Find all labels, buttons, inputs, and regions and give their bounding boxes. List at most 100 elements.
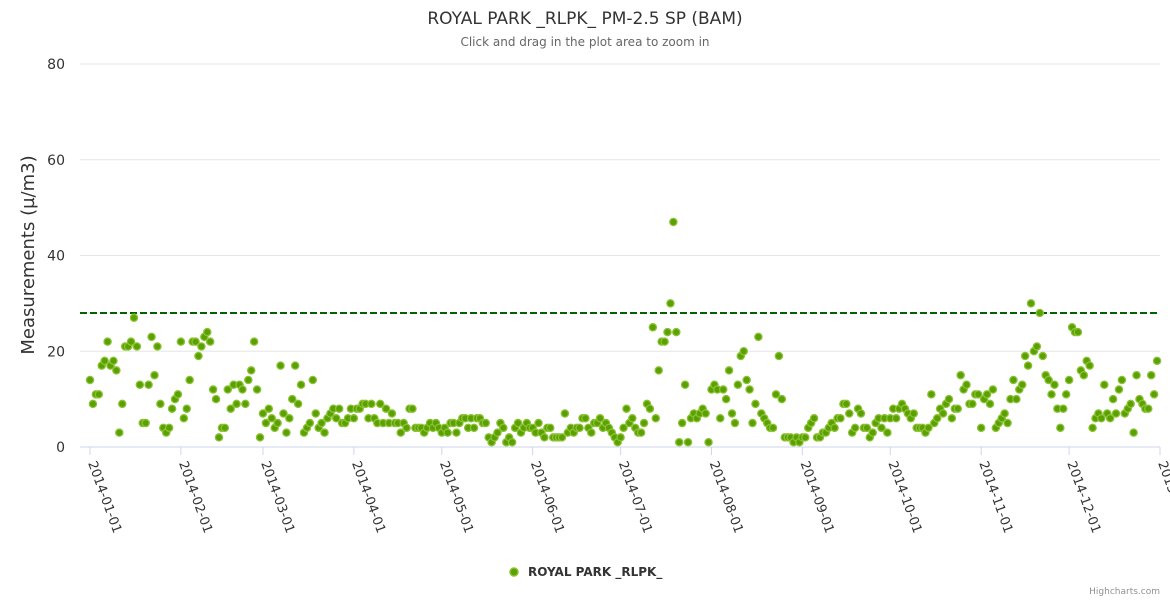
data-point[interactable] (724, 366, 734, 375)
data-point[interactable] (261, 418, 271, 428)
data-point[interactable] (636, 428, 646, 437)
data-point[interactable] (1132, 370, 1141, 380)
data-point[interactable] (962, 380, 971, 390)
data-point[interactable] (1111, 409, 1121, 418)
data-point[interactable] (616, 433, 625, 442)
data-point[interactable] (293, 399, 303, 409)
data-point[interactable] (156, 399, 165, 409)
data-point[interactable] (742, 375, 751, 385)
data-point[interactable] (745, 385, 754, 394)
data-point[interactable] (683, 437, 693, 447)
data-point[interactable] (443, 428, 452, 437)
data-point[interactable] (85, 375, 95, 385)
data-point[interactable] (748, 418, 757, 428)
data-point[interactable] (244, 375, 253, 385)
data-point[interactable] (164, 423, 174, 433)
data-point[interactable] (499, 423, 508, 433)
data-point[interactable] (771, 390, 781, 399)
data-point[interactable] (103, 337, 112, 346)
data-point[interactable] (115, 428, 124, 437)
data-point[interactable] (144, 380, 153, 390)
data-point[interactable] (1079, 370, 1089, 380)
data-point[interactable] (173, 390, 183, 399)
series-points[interactable] (85, 217, 1162, 447)
data-point[interactable] (396, 428, 405, 437)
data-point[interactable] (704, 437, 713, 447)
data-point[interactable] (109, 356, 118, 366)
data-point[interactable] (211, 394, 221, 404)
data-point[interactable] (587, 428, 596, 437)
legend-label[interactable]: ROYAL PARK _RLPK_ (528, 565, 662, 580)
data-point[interactable] (727, 409, 737, 418)
data-point[interactable] (701, 409, 710, 418)
data-point[interactable] (1085, 361, 1094, 370)
data-point[interactable] (288, 394, 297, 404)
data-point[interactable] (94, 390, 104, 399)
data-point[interactable] (660, 337, 669, 346)
data-point[interactable] (308, 375, 318, 385)
data-point[interactable] (282, 428, 291, 437)
data-point[interactable] (1032, 342, 1042, 351)
data-point[interactable] (118, 399, 127, 409)
data-point[interactable] (1012, 394, 1021, 404)
data-point[interactable] (836, 414, 845, 423)
data-point[interactable] (718, 385, 728, 394)
data-point[interactable] (1146, 370, 1156, 380)
data-point[interactable] (1144, 404, 1153, 413)
data-point[interactable] (575, 423, 584, 433)
data-point[interactable] (1105, 414, 1115, 423)
data-point[interactable] (932, 414, 942, 423)
data-point[interactable] (754, 332, 763, 342)
data-point[interactable] (214, 433, 224, 442)
data-point[interactable] (976, 423, 986, 433)
data-point[interactable] (1020, 351, 1030, 361)
legend-marker-icon[interactable] (509, 567, 519, 577)
data-point[interactable] (809, 414, 819, 423)
data-point[interactable] (194, 351, 203, 361)
data-point[interactable] (645, 404, 655, 413)
data-point[interactable] (674, 437, 684, 447)
data-point[interactable] (974, 390, 983, 399)
data-point[interactable] (112, 366, 121, 375)
data-point[interactable] (909, 409, 919, 418)
data-point[interactable] (891, 414, 901, 423)
data-point[interactable] (276, 361, 285, 370)
data-point[interactable] (1044, 375, 1053, 385)
data-point[interactable] (232, 399, 241, 409)
data-point[interactable] (666, 299, 675, 308)
data-point[interactable] (777, 394, 787, 404)
data-point[interactable] (677, 418, 687, 428)
data-point[interactable] (877, 423, 886, 433)
data-point[interactable] (1047, 390, 1056, 399)
data-point[interactable] (331, 414, 341, 423)
data-point[interactable] (349, 414, 359, 423)
data-point[interactable] (988, 385, 998, 394)
data-point[interactable] (182, 404, 191, 413)
data-point[interactable] (868, 428, 877, 437)
data-point[interactable] (622, 404, 631, 413)
data-point[interactable] (469, 423, 479, 433)
credits-link[interactable]: Highcharts.com (1089, 587, 1160, 597)
data-point[interactable] (507, 437, 517, 447)
data-point[interactable] (311, 409, 320, 418)
data-point[interactable] (1114, 385, 1124, 394)
data-point[interactable] (153, 342, 162, 351)
data-point[interactable] (862, 423, 872, 433)
data-point[interactable] (267, 414, 276, 423)
data-point[interactable] (842, 399, 851, 409)
legend[interactable]: ROYAL PARK _RLPK_ (509, 565, 662, 580)
data-point[interactable] (1152, 356, 1162, 366)
data-point[interactable] (1126, 399, 1135, 409)
data-point[interactable] (560, 409, 570, 418)
data-point[interactable] (493, 428, 502, 437)
data-point[interactable] (205, 337, 215, 346)
data-point[interactable] (197, 342, 206, 351)
data-point[interactable] (733, 380, 743, 390)
data-point[interactable] (1050, 380, 1059, 390)
data-point[interactable] (126, 337, 136, 346)
data-point[interactable] (768, 423, 778, 433)
data-point[interactable] (167, 404, 177, 413)
data-point[interactable] (680, 380, 690, 390)
data-point[interactable] (639, 418, 649, 428)
data-point[interactable] (273, 418, 282, 428)
